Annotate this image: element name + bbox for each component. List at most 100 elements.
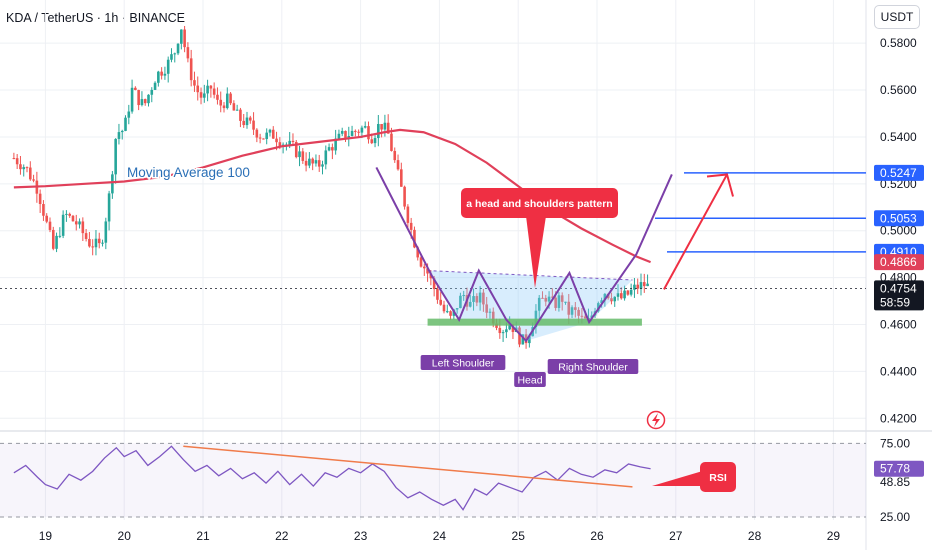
candle-body [134, 87, 137, 90]
moving-average-label: Moving Average 100 [127, 165, 250, 180]
price-tick-label: 0.5000 [880, 224, 917, 238]
candle-body [206, 85, 209, 94]
left-shoulder-label-bg [420, 355, 506, 370]
candle-body [564, 301, 567, 303]
candle-body [258, 137, 262, 139]
candle [488, 308, 492, 319]
candle [619, 287, 623, 300]
candle [327, 143, 331, 152]
candle-body [157, 71, 160, 83]
support-zone [427, 318, 642, 326]
candle-body [370, 139, 374, 144]
time-tick-label: 19 [39, 529, 53, 543]
candle-body [229, 93, 232, 104]
candle-body [567, 301, 571, 315]
candle [225, 87, 229, 110]
candle [61, 210, 65, 239]
price-tick-label: 0.5800 [880, 36, 917, 50]
projection-arrow [663, 173, 728, 290]
candle [462, 290, 465, 301]
candle [413, 226, 416, 249]
candle-body [524, 334, 528, 344]
candle-body [130, 87, 134, 112]
candle-body [551, 296, 554, 298]
candle [403, 185, 406, 210]
candle-body [166, 59, 170, 74]
candle-body [160, 71, 163, 76]
candle-body [186, 47, 190, 59]
rsi-value-tag-text: 57.78 [880, 462, 910, 476]
pattern-callout-text: a head and shoulders pattern [466, 198, 612, 210]
candle-body [170, 54, 173, 60]
candle-body [354, 130, 357, 132]
candle [38, 189, 42, 213]
candle-body [646, 283, 649, 287]
time-tick-label: 27 [669, 529, 683, 543]
candle-body [633, 284, 636, 290]
candle-body [51, 229, 55, 249]
candle [183, 25, 186, 53]
candle [203, 84, 206, 103]
candle [153, 81, 157, 90]
candle-body [262, 138, 265, 140]
candle-body [173, 53, 177, 55]
candle-body [537, 297, 541, 311]
candle-body [97, 238, 101, 244]
candle-body [252, 120, 255, 130]
candle-body [603, 293, 607, 301]
candle-body [363, 126, 367, 128]
candle [235, 104, 239, 111]
candle-body [15, 158, 19, 165]
candle-body [390, 133, 393, 151]
time-tick-label: 21 [196, 529, 210, 543]
candle-body [28, 167, 32, 180]
candle [170, 48, 173, 63]
currency-button[interactable]: USDT [874, 5, 920, 29]
left-shoulder-label-text: Left Shoulder [432, 358, 495, 370]
candle [229, 91, 232, 106]
candle [271, 126, 275, 139]
candle [646, 274, 649, 287]
candle-body [301, 151, 305, 161]
candle-body [245, 117, 249, 126]
candle-body [462, 295, 465, 297]
candle-body [439, 299, 443, 305]
candle-body [331, 147, 334, 151]
candle [166, 56, 170, 83]
candle-body [360, 127, 364, 133]
rsi-tick-label: 25.00 [880, 510, 910, 524]
candle-body [583, 316, 587, 319]
rsi-callout-box [700, 462, 736, 492]
candle [71, 214, 75, 222]
candle-body [482, 292, 485, 305]
candle-body [216, 94, 219, 100]
candle-body [468, 301, 472, 307]
candle-body [48, 221, 52, 230]
candle [475, 293, 479, 307]
candle-body [413, 229, 416, 248]
candle-body [91, 246, 94, 248]
candle-body [137, 89, 140, 106]
candle [193, 71, 196, 92]
rsi-callout-pointer [652, 470, 706, 486]
candle-body [104, 221, 108, 243]
candle-body [613, 296, 617, 302]
candle [104, 217, 108, 250]
candle-body [449, 311, 452, 316]
candle [48, 217, 52, 233]
candle [524, 329, 528, 349]
annotations: Moving Average 100 Left Shoulder Head Right… [126, 164, 866, 492]
candle [268, 128, 272, 137]
candle [209, 84, 213, 98]
candle [242, 113, 246, 128]
price-tick-label: 0.4600 [880, 318, 917, 332]
candle-body [288, 140, 291, 145]
candle-body [143, 99, 147, 104]
rsi-tick-label: 48.85 [880, 475, 910, 489]
candle-body [580, 315, 584, 317]
candle-body [239, 109, 242, 121]
candle-body [209, 85, 213, 89]
candle-body [403, 186, 406, 207]
candle-body [377, 123, 380, 139]
